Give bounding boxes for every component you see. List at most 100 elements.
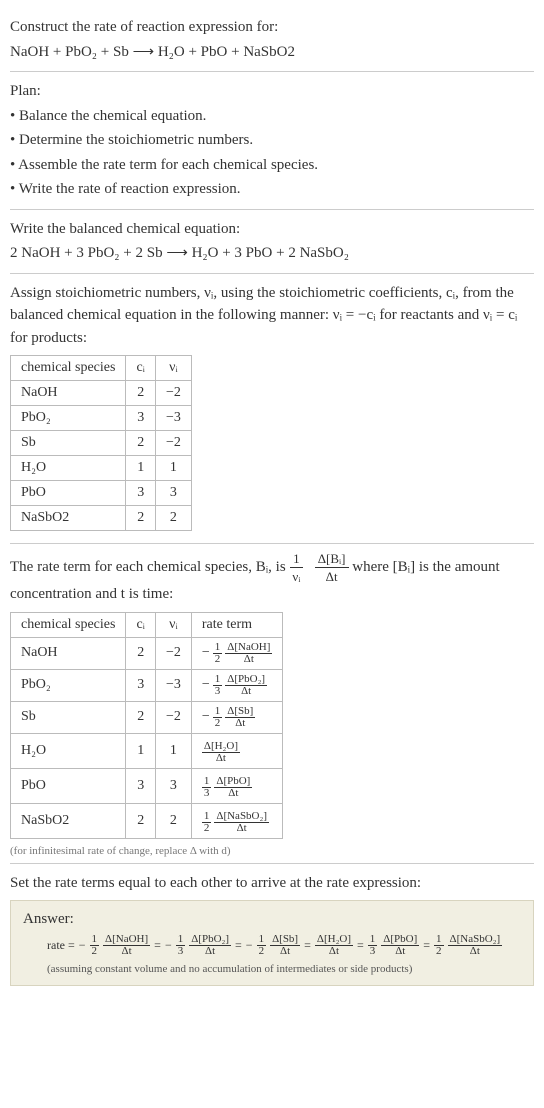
rateterm-delta-frac: Δ[Bᵢ] Δt xyxy=(315,552,349,583)
cell-v: 1 xyxy=(155,733,191,768)
cell-v: 2 xyxy=(155,803,191,838)
cell-rateterm: −12Δ[Sb]Δt xyxy=(191,701,283,733)
frac-den: 3 xyxy=(213,686,223,697)
balanced-equation: 2 NaOH + 3 PbO₂ + 2 Sb ⟶ H₂O + 3 PbO + 2… xyxy=(10,242,534,265)
sign: − xyxy=(246,938,253,953)
cell-v: −2 xyxy=(155,431,191,456)
table-row: PbO33 xyxy=(11,481,192,506)
col-v: νᵢ xyxy=(155,612,191,637)
sign: − xyxy=(202,709,210,725)
delta-frac: Δ[NaSbO₂]Δt xyxy=(448,934,503,957)
coef-frac: 13 xyxy=(213,674,223,697)
cell-v: 3 xyxy=(155,481,191,506)
cell-species: NaOH xyxy=(11,381,126,406)
plan-section: Plan: • Balance the chemical equation. •… xyxy=(10,72,534,210)
frac-den: Δt xyxy=(242,654,256,665)
equals: = xyxy=(423,938,430,953)
frac-den: Δt xyxy=(120,946,134,957)
frac-num: Δ[NaSbO₂] xyxy=(214,811,269,823)
delta-frac: Δ[PbO₂]Δt xyxy=(225,674,267,697)
frac-den: 2 xyxy=(202,823,212,834)
delta-frac: Δ[H₂O]Δt xyxy=(202,741,240,764)
cell-c: 3 xyxy=(126,481,156,506)
table-row: Sb2−2−12Δ[Sb]Δt xyxy=(11,701,283,733)
rateterm-table: chemical species cᵢ νᵢ rate term NaOH2−2… xyxy=(10,612,283,839)
coef-frac: 12 xyxy=(434,934,444,957)
plan-item: • Assemble the rate term for each chemic… xyxy=(10,154,534,177)
cell-v: −2 xyxy=(155,701,191,733)
cell-species: H₂O xyxy=(11,456,126,481)
delta-frac: Δ[PbO]Δt xyxy=(214,776,252,799)
frac-den: 3 xyxy=(368,946,378,957)
document-root: Construct the rate of reaction expressio… xyxy=(0,0,544,1000)
frac-den: Δt xyxy=(226,788,240,799)
frac-den: Δt xyxy=(468,946,482,957)
cell-c: 3 xyxy=(126,768,156,803)
stoich-section: Assign stoichiometric numbers, νᵢ, using… xyxy=(10,274,534,545)
frac-num: 1 xyxy=(202,811,212,823)
frac-num: Δ[PbO] xyxy=(214,776,252,788)
header-title: Construct the rate of reaction expressio… xyxy=(10,16,534,39)
frac-num: Δ[H₂O] xyxy=(202,741,240,753)
cell-c: 2 xyxy=(126,506,156,531)
cell-species: PbO₂ xyxy=(11,669,126,701)
rate-term: −12Δ[Sb]Δt xyxy=(202,706,255,729)
frac-den: 2 xyxy=(434,946,444,957)
header-equation: NaOH + PbO₂ + Sb ⟶ H₂O + PbO + NaSbO2 xyxy=(10,41,534,64)
rateterm-coef-frac: 1 νᵢ xyxy=(289,552,303,583)
rateterm-footnote: (for infinitesimal rate of change, repla… xyxy=(10,845,534,857)
cell-c: 1 xyxy=(126,456,156,481)
answer-note: (assuming constant volume and no accumul… xyxy=(23,963,521,975)
cell-c: 2 xyxy=(126,637,156,669)
answer-box: Answer: rate = −12Δ[NaOH]Δt=−13Δ[PbO₂]Δt… xyxy=(10,900,534,986)
rateterm-section: The rate term for each chemical species,… xyxy=(10,544,534,864)
delta-frac: Δ[NaOH]Δt xyxy=(103,934,150,957)
cell-species: NaSbO2 xyxy=(11,803,126,838)
coef-frac: 12 xyxy=(90,934,100,957)
frac-den: Δt xyxy=(323,568,341,583)
frac-den: Δt xyxy=(233,718,247,729)
frac-num: Δ[Sb] xyxy=(225,706,255,718)
cell-species: Sb xyxy=(11,701,126,733)
rateterm-intro: The rate term for each chemical species,… xyxy=(10,552,534,606)
frac-num: Δ[Bᵢ] xyxy=(315,552,349,568)
frac-num: 1 xyxy=(213,706,223,718)
delta-frac: Δ[NaSbO₂]Δt xyxy=(214,811,269,834)
answer-label: Answer: xyxy=(23,911,521,928)
table-row: PbO₂3−3−13Δ[PbO₂]Δt xyxy=(11,669,283,701)
cell-c: 1 xyxy=(126,733,156,768)
coef-frac: 12 xyxy=(257,934,267,957)
sign: − xyxy=(202,645,210,661)
cell-species: NaSbO2 xyxy=(11,506,126,531)
table-row: NaSbO222 xyxy=(11,506,192,531)
coef-frac: 13 xyxy=(202,776,212,799)
plan-title: Plan: xyxy=(10,80,534,103)
coef-frac: 12 xyxy=(213,706,223,729)
frac-den: Δt xyxy=(203,946,217,957)
col-rateterm: rate term xyxy=(191,612,283,637)
cell-species: NaOH xyxy=(11,637,126,669)
frac-den: 2 xyxy=(213,718,223,729)
frac-den: νᵢ xyxy=(289,568,303,583)
col-species: chemical species xyxy=(11,356,126,381)
col-c: cᵢ xyxy=(126,612,156,637)
frac-den: 2 xyxy=(213,654,223,665)
cell-rateterm: 12Δ[NaSbO₂]Δt xyxy=(191,803,283,838)
rate-term: −13Δ[PbO₂]Δt xyxy=(202,674,267,697)
balanced-title: Write the balanced chemical equation: xyxy=(10,218,534,241)
cell-v: 2 xyxy=(155,506,191,531)
cell-c: 3 xyxy=(126,406,156,431)
rate-term: Δ[H₂O]Δt xyxy=(202,741,240,764)
cell-species: Sb xyxy=(11,431,126,456)
frac-num: Δ[NaOH] xyxy=(225,642,272,654)
table-row: PbO₂3−3 xyxy=(11,406,192,431)
delta-frac: Δ[NaOH]Δt xyxy=(225,642,272,665)
frac-den: 3 xyxy=(202,788,212,799)
cell-species: PbO xyxy=(11,481,126,506)
frac-den: Δt xyxy=(214,753,228,764)
rate-label: rate = xyxy=(47,938,75,953)
table-row: NaOH2−2 xyxy=(11,381,192,406)
col-species: chemical species xyxy=(11,612,126,637)
cell-rateterm: −13Δ[PbO₂]Δt xyxy=(191,669,283,701)
plan-item: • Determine the stoichiometric numbers. xyxy=(10,129,534,152)
